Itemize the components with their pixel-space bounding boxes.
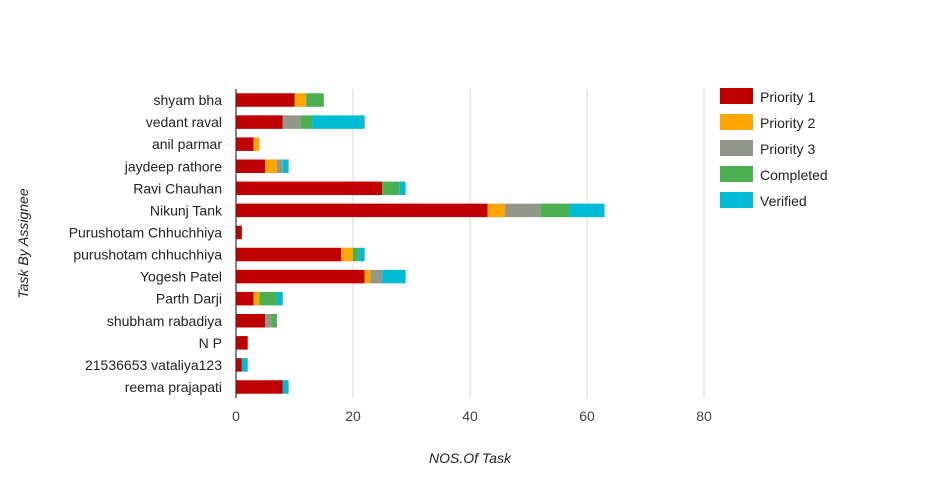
bar-verified-12[interactable]	[241, 358, 248, 372]
bar-priority-2-0[interactable]	[294, 93, 307, 107]
y-tick-label: jaydeep rathore	[124, 158, 223, 174]
bar-priority-1-13[interactable]	[236, 380, 283, 394]
y-tick-label: N P	[199, 335, 222, 351]
x-tick-label: 20	[345, 408, 361, 424]
bar-priority-1-2[interactable]	[236, 137, 254, 151]
y-tick-label: Purushotam Chhuchhiya	[69, 224, 223, 240]
legend-swatch	[720, 166, 753, 182]
bar-verified-3[interactable]	[282, 159, 289, 174]
bar-priority-3-3[interactable]	[276, 159, 283, 174]
x-axis-title: NOS.Of Task	[429, 450, 512, 466]
y-tick-label: shubham rabadiya	[107, 313, 222, 329]
legend-swatch	[720, 88, 753, 104]
bar-verified-8[interactable]	[382, 269, 406, 284]
y-tick-label: Ravi Chauhan	[133, 180, 222, 196]
bar-priority-1-7[interactable]	[236, 247, 342, 262]
y-axis-tick-labels: shyam bha vedant raval anil parmar jaydeep …	[69, 92, 223, 395]
bar-completed-9[interactable]	[259, 291, 277, 306]
bar-verified-7[interactable]	[358, 247, 365, 262]
legend-swatch	[720, 192, 753, 208]
x-tick-label: 40	[462, 408, 478, 424]
bar-priority-1-12[interactable]	[236, 358, 242, 372]
bar-priority-1-9[interactable]	[236, 291, 254, 306]
x-tick-label: 0	[232, 408, 240, 424]
y-tick-label: Parth Darji	[156, 291, 222, 307]
bar-priority-2-7[interactable]	[341, 247, 353, 262]
y-tick-label: reema prajapati	[125, 379, 222, 395]
y-axis-title: Task By Assignee	[15, 188, 31, 298]
bar-completed-4[interactable]	[382, 181, 400, 196]
bar-verified-4[interactable]	[399, 181, 406, 196]
legend-label: Verified	[760, 193, 807, 209]
legend-swatch	[720, 114, 753, 130]
bar-completed-0[interactable]	[306, 93, 324, 107]
bar-priority-1-11[interactable]	[236, 336, 248, 350]
bar-priority-1-1[interactable]	[236, 115, 283, 129]
bar-completed-7[interactable]	[353, 247, 359, 262]
bar-priority-2-2[interactable]	[253, 137, 260, 151]
x-tick-label: 60	[579, 408, 595, 424]
bar-priority-2-3[interactable]	[265, 159, 277, 174]
legend: Priority 1 Priority 2 Priority 3 Completed V…	[720, 88, 828, 209]
bar-priority-1-3[interactable]	[236, 159, 266, 174]
legend-label: Priority 3	[760, 141, 815, 157]
bar-priority-3-8[interactable]	[370, 269, 383, 284]
y-tick-label: purushotam chhuchhiya	[73, 247, 222, 263]
bar-completed-10[interactable]	[271, 314, 277, 328]
bar-verified-1[interactable]	[312, 115, 365, 129]
y-tick-label: Nikunj Tank	[150, 202, 223, 218]
bar-priority-1-0[interactable]	[236, 93, 295, 107]
legend-label: Priority 2	[760, 115, 815, 131]
y-tick-label: 21536653 vataliya123	[85, 357, 222, 373]
legend-label: Completed	[760, 167, 828, 183]
bar-verified-13[interactable]	[282, 380, 289, 394]
bar-priority-3-5[interactable]	[505, 203, 541, 218]
bar-priority-2-9[interactable]	[253, 291, 260, 306]
y-tick-label: Yogesh Patel	[140, 269, 222, 285]
bar-priority-1-6[interactable]	[236, 225, 242, 240]
legend-label: Priority 1	[760, 89, 815, 105]
bar-priority-3-10[interactable]	[265, 314, 272, 328]
legend-swatch	[720, 140, 753, 156]
bar-priority-1-8[interactable]	[236, 269, 365, 284]
bars	[236, 93, 605, 394]
bar-priority-1-4[interactable]	[236, 181, 383, 196]
bar-priority-3-1[interactable]	[282, 115, 301, 129]
x-axis-tick-labels: 0 20 40 60 80	[232, 408, 712, 424]
bar-verified-5[interactable]	[569, 203, 605, 218]
bar-completed-1[interactable]	[300, 115, 313, 129]
bar-priority-1-5[interactable]	[236, 203, 488, 218]
y-tick-label: vedant raval	[146, 114, 222, 130]
bar-priority-2-5[interactable]	[487, 203, 506, 218]
y-tick-label: anil parmar	[152, 136, 222, 152]
y-tick-label: shyam bha	[154, 92, 223, 108]
bar-verified-9[interactable]	[276, 291, 283, 306]
x-tick-label: 80	[696, 408, 712, 424]
gridlines	[352, 89, 705, 398]
bar-priority-1-10[interactable]	[236, 314, 266, 328]
bar-priority-2-8[interactable]	[364, 269, 371, 284]
bar-completed-5[interactable]	[540, 203, 570, 218]
